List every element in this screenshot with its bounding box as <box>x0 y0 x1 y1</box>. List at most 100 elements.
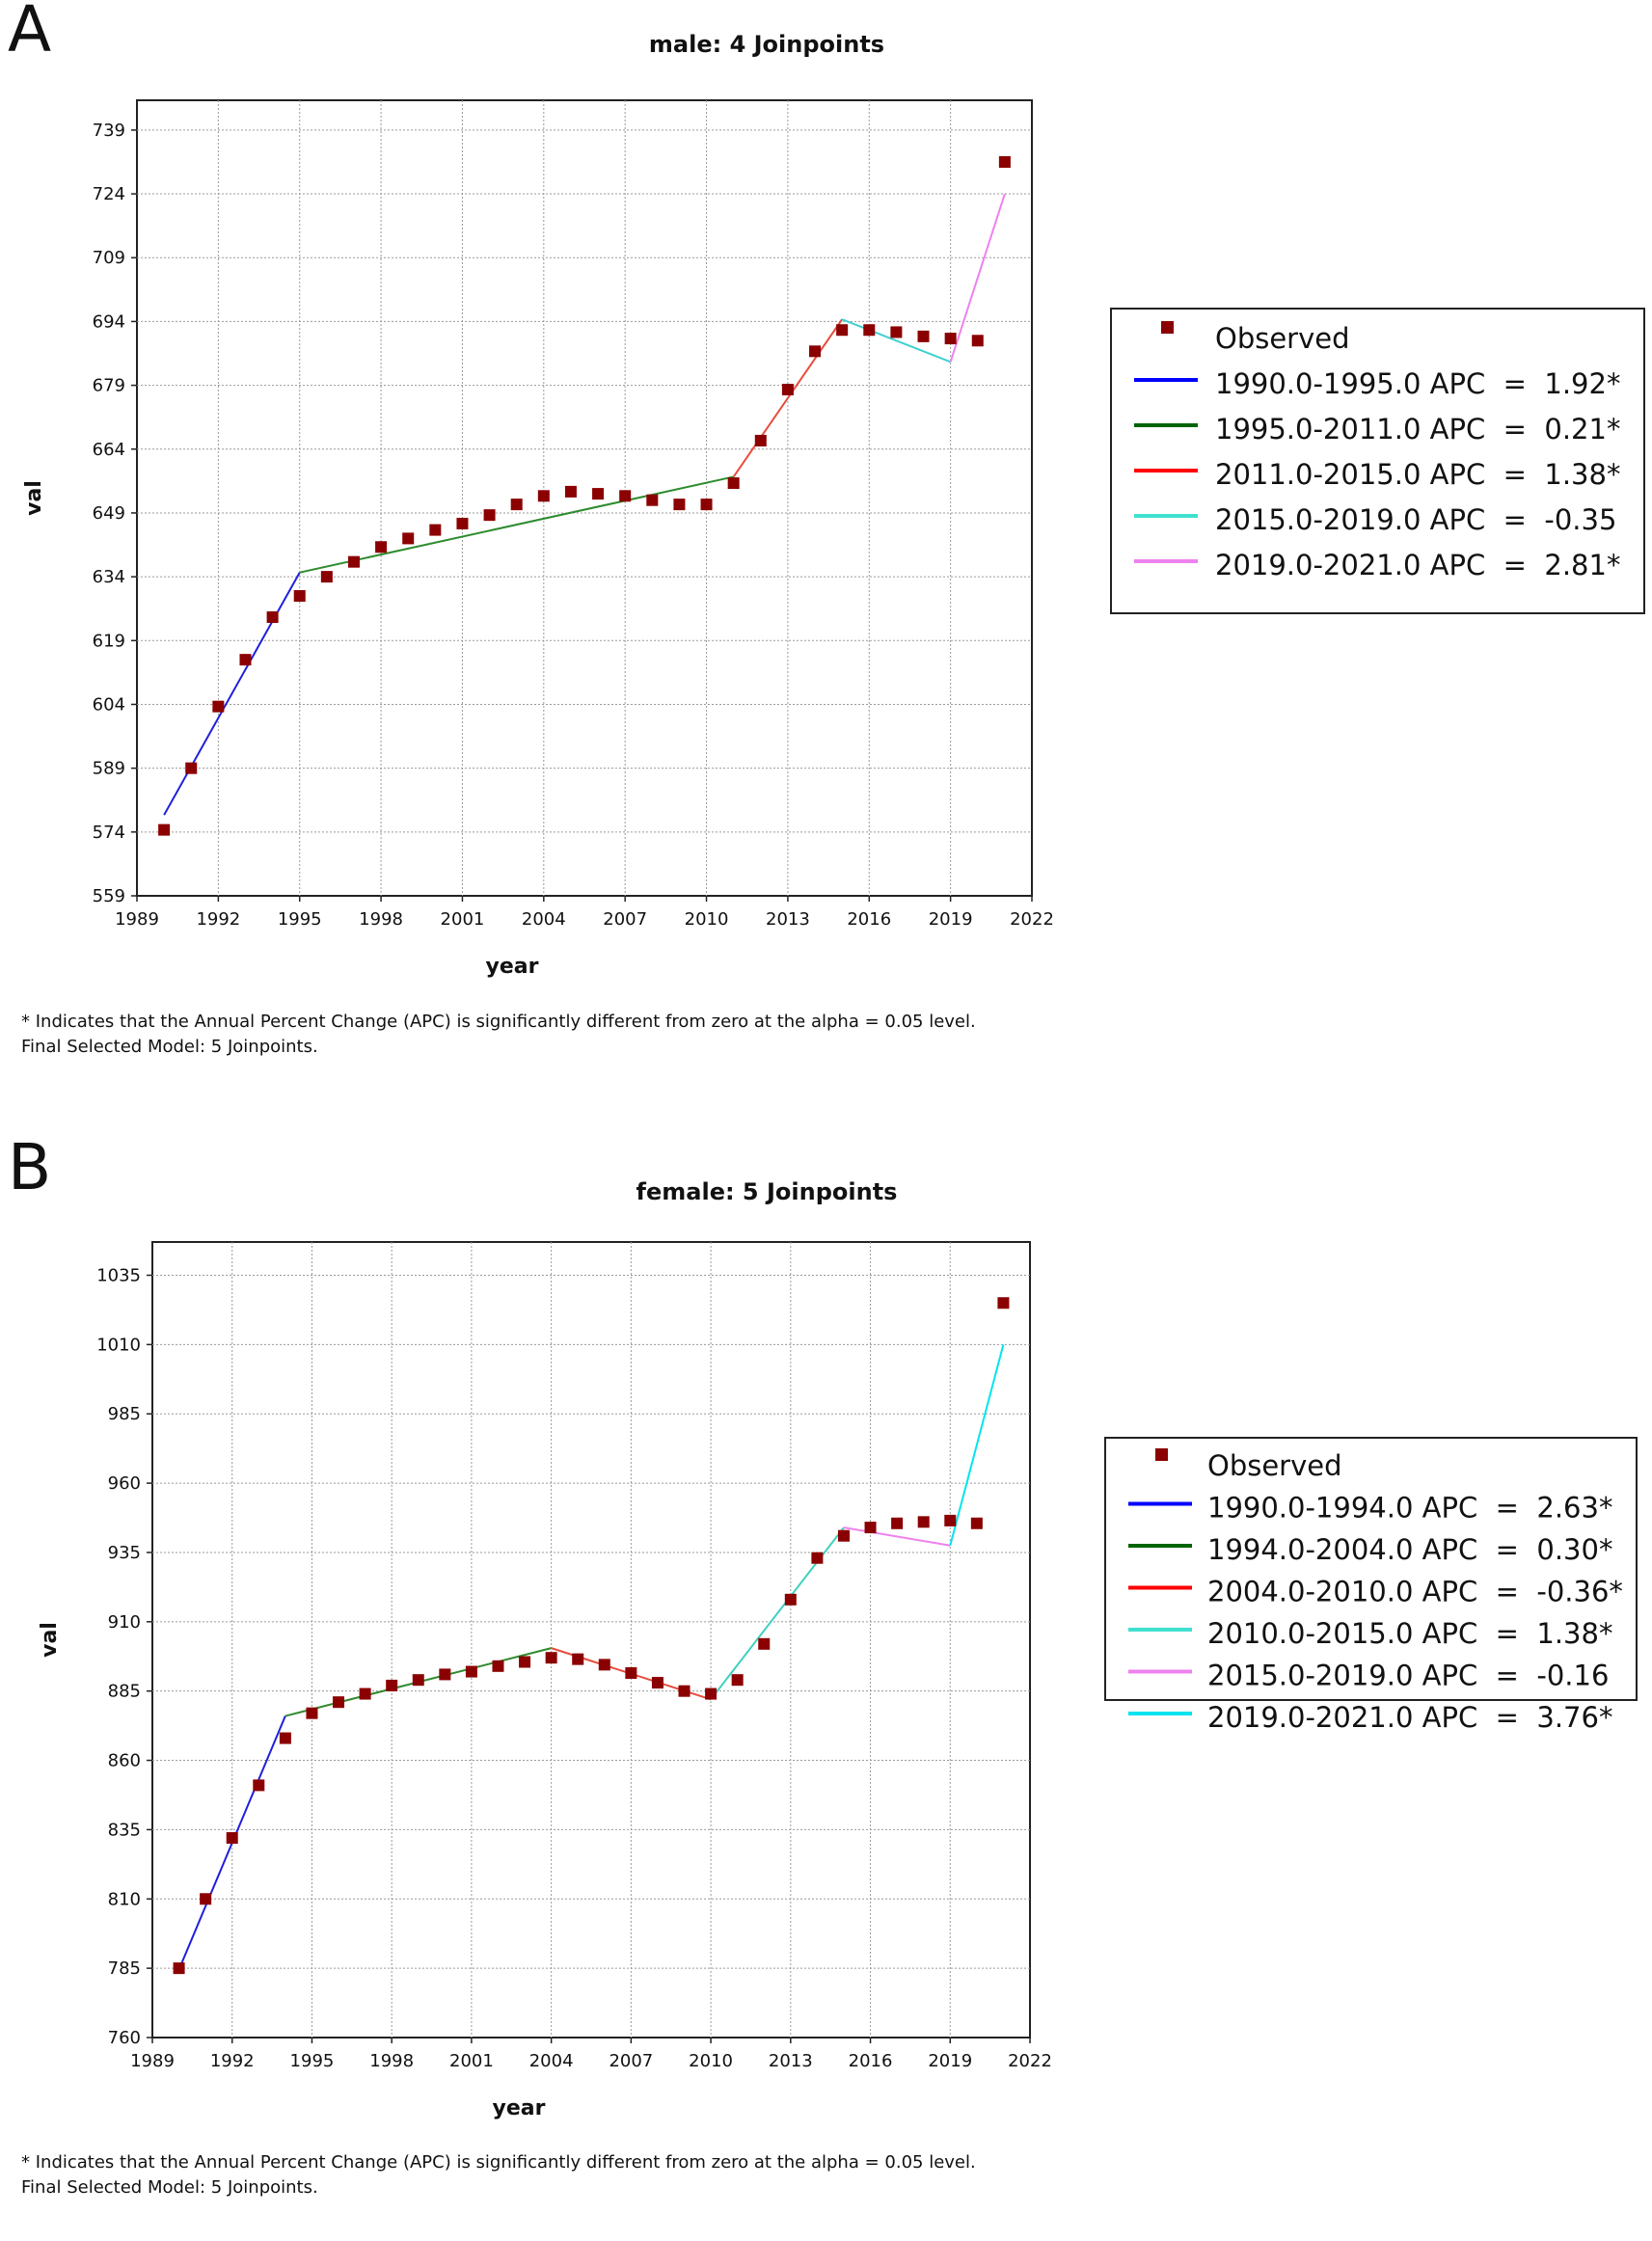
legend-label-observed: Observed <box>1215 322 1350 355</box>
observed-point <box>917 1516 930 1528</box>
footnote-final-model: Final Selected Model: 5 Joinpoints. <box>21 1037 318 1057</box>
panel-b: 760 785 810 835 860 885 910 935 960 985 1010 1035 19… <box>0 1130 1652 2241</box>
legend-label: 2019.0-2021.0 APC = 3.76* <box>1207 1701 1612 1734</box>
observed-point <box>293 589 306 602</box>
observed-point <box>465 1665 477 1678</box>
series-segment <box>732 318 843 478</box>
observed-point <box>754 434 767 446</box>
chart-a-title: male: 4 Joinpoints <box>648 31 885 58</box>
observed-point <box>971 335 984 347</box>
panel-letter-b: B <box>8 1130 52 1204</box>
observed-point <box>564 485 577 498</box>
observed-point <box>944 333 957 345</box>
y-tick-label: 634 <box>93 567 125 587</box>
y-tick-label: 679 <box>93 376 125 396</box>
legend-label: 2010.0-2015.0 APC = 1.38* <box>1207 1617 1612 1650</box>
panel-a: 559 574 589 604 619 634 649 664 679 694 709 724 739 1… <box>0 0 1652 1103</box>
observed-point <box>402 532 415 545</box>
observed-point <box>483 509 496 522</box>
y-tick-label: 935 <box>108 1543 141 1563</box>
x-tick-label: 1992 <box>196 909 240 930</box>
observed-point <box>333 1696 345 1709</box>
x-tick-label: 2010 <box>689 2051 733 2071</box>
chart-b-footnote: * Indicates that the Annual Percent Chan… <box>21 2150 976 2200</box>
y-tick-label: 860 <box>108 1751 141 1771</box>
observed-point <box>412 1674 424 1687</box>
legend-label: 1995.0-2011.0 APC = 0.21* <box>1215 413 1620 446</box>
y-tick-label: 559 <box>93 886 125 906</box>
y-tick-label: 885 <box>108 1682 141 1702</box>
observed-point <box>891 1517 904 1529</box>
y-tick-label: 910 <box>108 1612 141 1633</box>
y-tick-label: 694 <box>93 311 125 332</box>
x-tick-label: 2022 <box>1008 2051 1052 2071</box>
y-tick-label: 604 <box>93 694 125 715</box>
legend-label: 2015.0-2019.0 APC = -0.16 <box>1207 1660 1609 1692</box>
observed-point <box>809 345 822 358</box>
observed-point <box>836 324 849 337</box>
x-tick-label: 2004 <box>522 909 566 930</box>
observed-point <box>185 762 198 774</box>
observed-point <box>731 1674 744 1687</box>
legend-label: 1994.0-2004.0 APC = 0.30* <box>1207 1533 1612 1566</box>
observed-point <box>619 490 632 502</box>
legend-label: 2004.0-2010.0 APC = -0.36* <box>1207 1576 1623 1608</box>
footnote-apc-note: * Indicates that the Annual Percent Chan… <box>21 1012 976 1032</box>
chart-b-svg: 760 785 810 835 860 885 910 935 960 985 1010 1035 19… <box>38 1241 1638 2120</box>
y-axis-title: val <box>22 480 46 516</box>
observed-point <box>998 155 1011 168</box>
legend-marker-observed <box>1155 1448 1168 1461</box>
y-tick-label: 619 <box>93 631 125 651</box>
y-tick-label: 589 <box>93 759 125 779</box>
x-tick-label: 2013 <box>766 909 810 930</box>
observed-point <box>781 384 794 395</box>
y-tick-label: 785 <box>108 1958 141 1979</box>
legend-label: 2019.0-2021.0 APC = 2.81* <box>1215 549 1620 581</box>
x-tick-label: 2013 <box>769 2051 813 2071</box>
observed-point <box>811 1552 824 1564</box>
series-segment <box>949 193 1006 363</box>
observed-point <box>279 1732 291 1744</box>
legend-label: 2015.0-2019.0 APC = -0.35 <box>1215 503 1616 536</box>
observed-point <box>651 1677 664 1689</box>
x-tick-label: 2004 <box>529 2051 574 2071</box>
x-tick-label: 1989 <box>130 2051 175 2071</box>
observed-point <box>226 1832 238 1845</box>
observed-point <box>997 1297 1010 1310</box>
legend-box <box>1110 308 1645 614</box>
x-tick-label: 1998 <box>359 909 403 930</box>
observed-point <box>239 654 252 666</box>
observed-point <box>673 499 686 511</box>
x-tick-label: 2016 <box>847 909 891 930</box>
observed-point <box>386 1679 398 1691</box>
observed-point <box>625 1666 637 1679</box>
legend-label-observed: Observed <box>1207 1449 1342 1482</box>
observed-point <box>784 1593 797 1606</box>
y-tick-label: 1010 <box>96 1335 141 1355</box>
legend-marker-observed <box>1161 321 1174 334</box>
series-segment <box>841 318 952 364</box>
x-tick-label: 1995 <box>290 2051 335 2071</box>
observed-point <box>863 324 876 337</box>
x-tick-label: 1989 <box>115 909 159 930</box>
observed-point <box>598 1659 610 1671</box>
observed-point <box>890 326 903 338</box>
chart-a-svg: 559 574 589 604 619 634 649 664 679 694 709 724 739 1… <box>22 99 1645 979</box>
y-tick-label: 960 <box>108 1473 141 1494</box>
observed-point <box>970 1517 983 1529</box>
observed-point <box>510 499 523 511</box>
observed-point <box>519 1656 531 1668</box>
legend-label: 2011.0-2015.0 APC = 1.38* <box>1215 458 1620 491</box>
observed-point <box>347 555 360 568</box>
observed-point <box>306 1707 318 1719</box>
chart-b-title: female: 5 Joinpoints <box>636 1178 898 1205</box>
observed-point <box>646 494 659 506</box>
observed-point <box>266 611 279 624</box>
y-tick-label: 739 <box>93 121 125 141</box>
observed-point <box>545 1652 557 1664</box>
y-tick-label: 835 <box>108 1820 141 1840</box>
observed-point <box>864 1522 877 1534</box>
x-tick-label: 2001 <box>441 909 485 930</box>
x-tick-label: 2010 <box>685 909 729 930</box>
panel-letter-a: A <box>8 0 52 67</box>
